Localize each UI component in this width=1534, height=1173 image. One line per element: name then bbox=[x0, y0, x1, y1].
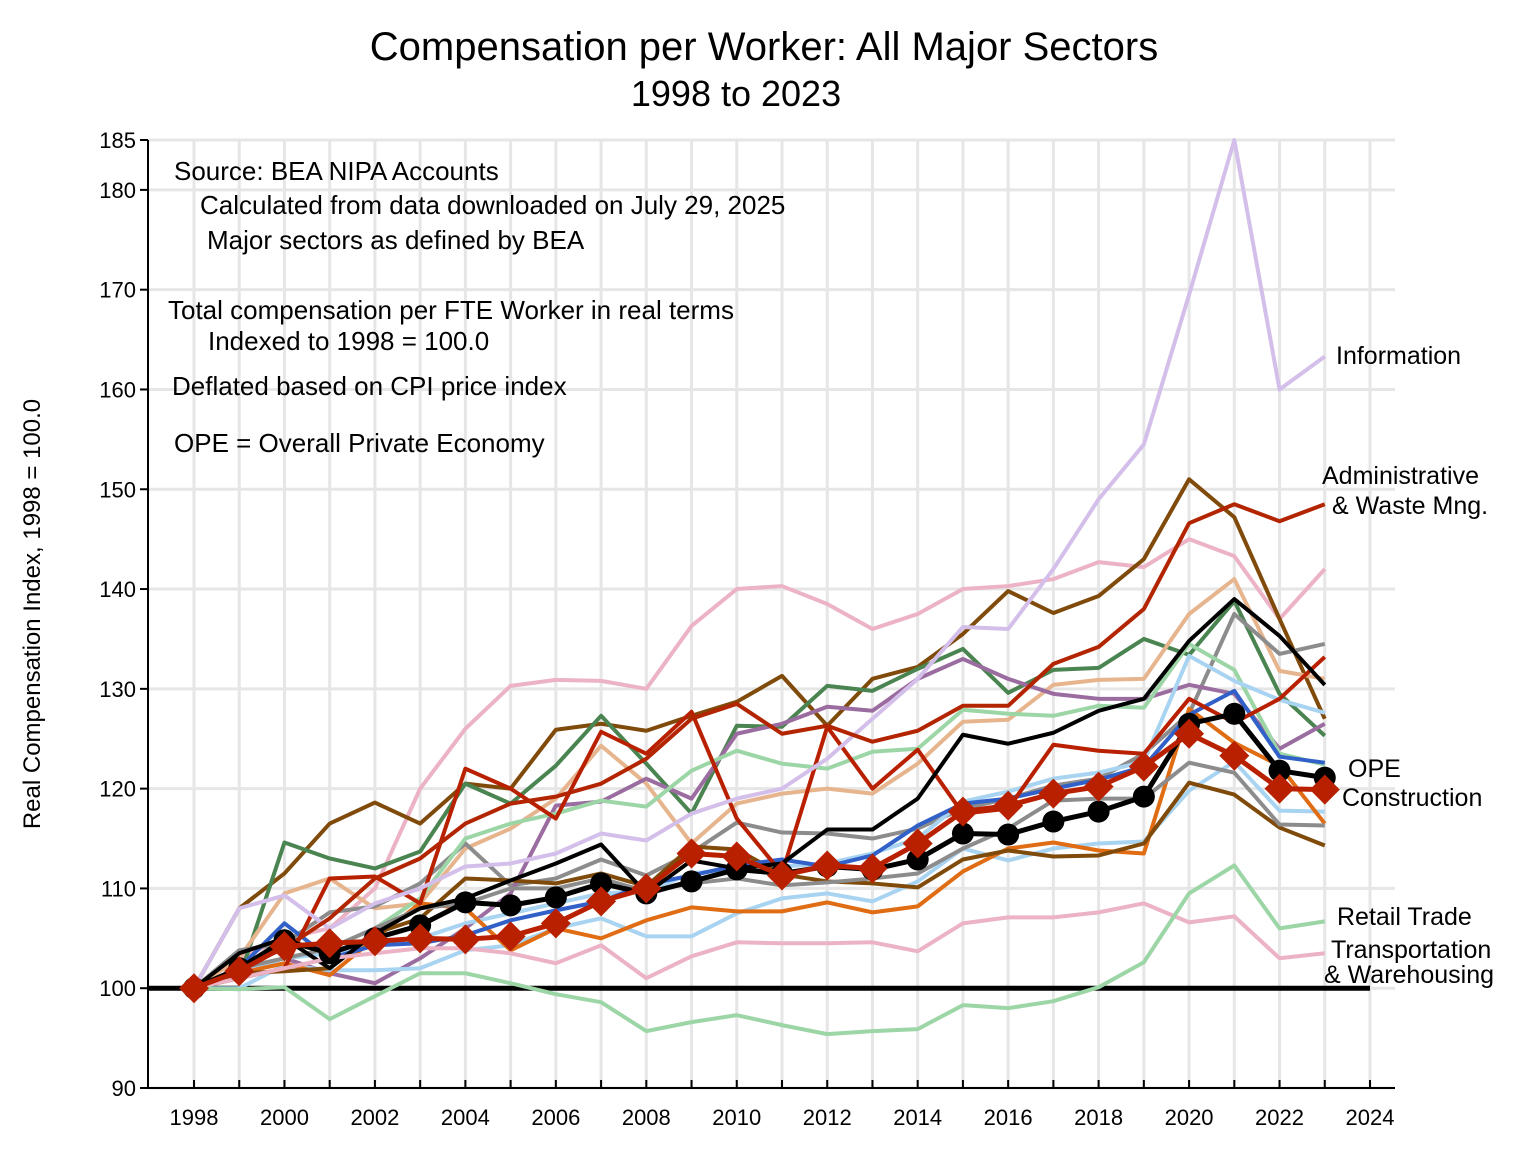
series-label-retail-trade: Retail Trade bbox=[1337, 903, 1472, 931]
data-point-construction bbox=[540, 908, 571, 939]
y-tick-label: 100 bbox=[99, 976, 136, 1001]
data-point-construction bbox=[1128, 751, 1159, 782]
series-labels: Transportation & Warehousing Retail Trade I… bbox=[1322, 342, 1494, 989]
data-point-construction bbox=[495, 921, 526, 952]
series-line-sector-13 bbox=[193, 655, 1327, 991]
data-point-construction bbox=[179, 973, 209, 1004]
x-tick-label: 2016 bbox=[984, 1105, 1033, 1130]
annotation-source: Source: BEA NIPA Accounts bbox=[174, 156, 499, 186]
series-line-retail-trade bbox=[193, 863, 1326, 1037]
data-point-construction bbox=[631, 873, 662, 904]
data-point-construction bbox=[1038, 778, 1069, 809]
data-point-construction bbox=[1174, 718, 1205, 749]
data-point-ope bbox=[454, 891, 477, 914]
data-point-construction bbox=[224, 956, 255, 987]
series-lines bbox=[179, 138, 1340, 1037]
data-point-construction bbox=[359, 926, 390, 957]
annotation-deflated: Deflated based on CPI price index bbox=[172, 371, 567, 401]
data-point-ope bbox=[499, 894, 522, 917]
x-tick-label: 2022 bbox=[1255, 1105, 1304, 1130]
data-point-construction bbox=[314, 928, 345, 959]
data-point-ope bbox=[1223, 702, 1246, 725]
series-line-information bbox=[192, 138, 1326, 990]
series-label-construction: Construction bbox=[1342, 784, 1482, 812]
y-tick-label: 150 bbox=[99, 477, 136, 502]
axes: 90 100 110 120 130 140 150 160 170 180 185 1998 2000… bbox=[99, 128, 1395, 1130]
series-line-transportation bbox=[193, 901, 1325, 991]
data-point-construction bbox=[902, 828, 933, 859]
data-point-ope bbox=[1132, 785, 1155, 808]
x-tick-label: 2008 bbox=[622, 1105, 671, 1130]
y-tick-label: 90 bbox=[112, 1076, 136, 1101]
series-line-sector-2 bbox=[193, 599, 1327, 991]
y-tick-label: 160 bbox=[99, 377, 136, 402]
series-line-sector-7 bbox=[194, 759, 1325, 991]
series-line-sector-3 bbox=[192, 577, 1326, 990]
series-label-ope: OPE bbox=[1348, 755, 1401, 783]
chart-subtitle: 1998 to 2023 bbox=[631, 73, 841, 114]
y-tick-label: 120 bbox=[99, 777, 136, 802]
y-tick-label: 130 bbox=[99, 677, 136, 702]
data-point-ope bbox=[1042, 810, 1065, 833]
x-tick-label: 2024 bbox=[1346, 1105, 1395, 1130]
data-point-construction bbox=[269, 931, 300, 962]
data-point-construction bbox=[857, 853, 888, 884]
data-point-construction bbox=[993, 790, 1024, 821]
data-point-construction bbox=[1309, 774, 1340, 805]
data-point-construction bbox=[450, 924, 481, 955]
series-label-administrative: Administrative & Waste Mng. bbox=[1322, 462, 1488, 520]
data-point-ope bbox=[906, 848, 929, 871]
data-point-construction bbox=[405, 923, 436, 954]
y-tick-label: 110 bbox=[101, 876, 136, 901]
x-tick-label: 2002 bbox=[350, 1105, 399, 1130]
series-line-administrative bbox=[193, 502, 1326, 991]
data-point-ope bbox=[1087, 800, 1110, 823]
annotation-indexed: Indexed to 1998 = 100.0 bbox=[208, 326, 489, 356]
x-tick-label: 2006 bbox=[531, 1105, 580, 1130]
y-tick-label: 180 bbox=[99, 178, 136, 203]
data-point-construction bbox=[767, 860, 797, 891]
y-tick-label: 140 bbox=[99, 577, 136, 602]
x-tick-label: 2010 bbox=[712, 1105, 761, 1130]
data-point-ope bbox=[951, 822, 974, 845]
y-tick-label: 185 bbox=[99, 128, 136, 153]
annotations: Source: BEA NIPA Accounts Calculated fro… bbox=[168, 156, 785, 458]
x-tick-label: 1998 bbox=[170, 1105, 219, 1130]
data-point-construction bbox=[947, 796, 978, 827]
data-point-ope bbox=[544, 886, 567, 909]
x-tick-label: 2020 bbox=[1165, 1105, 1214, 1130]
annotation-calculated: Calculated from data downloaded on July … bbox=[200, 190, 785, 220]
data-point-construction bbox=[1264, 773, 1295, 804]
series-label-transportation: Transportation & Warehousing bbox=[1324, 936, 1494, 989]
annotation-total-comp: Total compensation per FTE Worker in rea… bbox=[168, 295, 734, 325]
series-line-sector-1 bbox=[192, 477, 1327, 990]
data-point-construction bbox=[1219, 740, 1250, 771]
chart-title: Compensation per Worker: All Major Secto… bbox=[370, 25, 1158, 69]
y-tick-label: 170 bbox=[99, 278, 136, 303]
data-point-construction bbox=[1083, 771, 1114, 802]
series-label-information: Information bbox=[1336, 342, 1461, 370]
data-point-construction bbox=[721, 841, 752, 872]
x-tick-label: 2004 bbox=[441, 1105, 490, 1130]
x-tick-label: 2018 bbox=[1074, 1105, 1123, 1130]
data-point-ope bbox=[1268, 759, 1291, 782]
x-tick-label: 2012 bbox=[803, 1105, 852, 1130]
data-point-ope bbox=[680, 870, 703, 893]
x-tick-label: 2014 bbox=[893, 1105, 942, 1130]
x-tick-label: 2000 bbox=[260, 1105, 309, 1130]
annotation-ope: OPE = Overall Private Economy bbox=[174, 428, 545, 458]
data-point-construction bbox=[812, 850, 843, 881]
data-point-construction bbox=[676, 838, 707, 869]
data-point-ope bbox=[590, 872, 613, 895]
annotation-major-sectors: Major sectors as defined by BEA bbox=[207, 225, 585, 255]
data-point-construction bbox=[586, 886, 617, 917]
y-axis-label: Real Compensation Index, 1998 = 100.0 bbox=[19, 399, 46, 829]
data-point-ope bbox=[997, 823, 1020, 846]
